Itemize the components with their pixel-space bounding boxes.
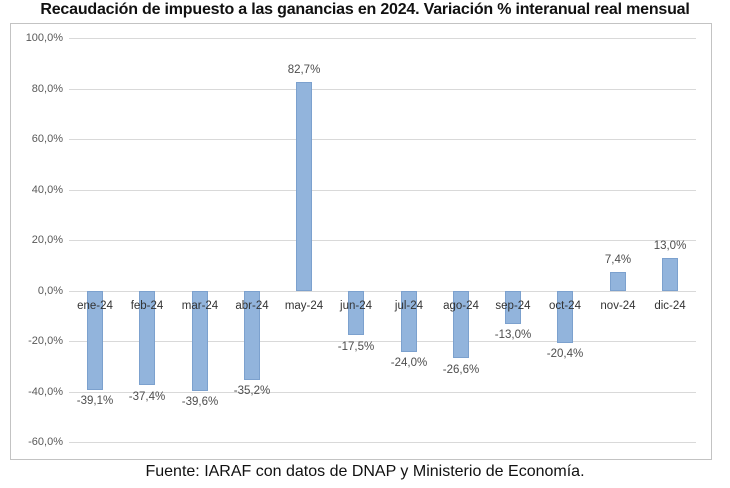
- y-axis-tick-label: -20,0%: [28, 335, 63, 347]
- x-axis-category-label: dic-24: [654, 300, 686, 312]
- bar-dic-24: [662, 258, 678, 291]
- source-caption: Fuente: IARAF con datos de DNAP y Minist…: [145, 463, 585, 480]
- bar-jun-24: [348, 291, 364, 335]
- bar-ene-24: [87, 291, 103, 390]
- bar-may-24: [296, 82, 312, 291]
- x-axis-category-label: ene-24: [77, 300, 113, 312]
- bar-mar-24: [192, 291, 208, 391]
- x-axis-category-label: nov-24: [600, 300, 636, 312]
- x-axis-category-label: feb-24: [130, 300, 164, 312]
- bar-oct-24: [557, 291, 573, 343]
- bar-abr-24: [244, 291, 260, 380]
- gridline: [69, 240, 696, 241]
- y-axis-tick-label: 0,0%: [37, 285, 63, 297]
- data-label-jul-24: -24,0%: [390, 357, 428, 369]
- gridline: [69, 89, 696, 90]
- x-axis-category-label: jun-24: [340, 300, 372, 312]
- bar-jul-24: [401, 291, 417, 352]
- x-axis-category-label: may-24: [284, 300, 324, 312]
- chart-title: Recaudación de impuesto a las ganancias …: [40, 1, 690, 18]
- data-label-feb-24: -37,4%: [128, 391, 166, 403]
- y-axis-tick-label: -40,0%: [28, 386, 63, 398]
- gridline: [69, 392, 696, 393]
- bar-nov-24: [610, 272, 626, 291]
- gridline: [69, 38, 696, 39]
- gridline: [69, 139, 696, 140]
- gridline: [69, 291, 696, 292]
- data-label-ene-24: -39,1%: [76, 395, 114, 407]
- x-axis-category-label: sep-24: [495, 300, 531, 312]
- bar-feb-24: [139, 291, 155, 385]
- y-axis-tick-label: -60,0%: [28, 436, 63, 448]
- data-label-abr-24: -35,2%: [233, 385, 271, 397]
- gridline: [69, 442, 696, 443]
- x-axis-category-label: ago-24: [443, 300, 479, 312]
- data-label-sep-24: -13,0%: [494, 329, 532, 341]
- x-axis-category-label: mar-24: [181, 300, 219, 312]
- data-label-dic-24: 13,0%: [653, 240, 687, 252]
- bar-ago-24: [453, 291, 469, 358]
- data-label-jun-24: -17,5%: [337, 341, 375, 353]
- data-label-nov-24: 7,4%: [604, 254, 632, 266]
- chart-box: ene-24 -39,1% feb-24 -37,4% mar-24 -39,6% abr-…: [10, 23, 712, 460]
- gridline: [69, 341, 696, 342]
- data-label-oct-24: -20,4%: [546, 348, 584, 360]
- y-axis-tick-label: 60,0%: [31, 133, 63, 145]
- data-label-mar-24: -39,6%: [181, 396, 219, 408]
- x-axis-category-label: oct-24: [549, 300, 581, 312]
- y-axis-tick-label: 100,0%: [25, 32, 63, 44]
- data-label-may-24: 82,7%: [287, 64, 321, 76]
- plot-area: ene-24 -39,1% feb-24 -37,4% mar-24 -39,6% abr-…: [69, 38, 696, 443]
- x-axis-category-label: jul-24: [394, 300, 424, 312]
- y-axis-tick-label: 80,0%: [31, 83, 63, 95]
- bar-sep-24: [505, 291, 521, 324]
- y-axis-tick-label: 40,0%: [31, 184, 63, 196]
- x-axis-category-label: abr-24: [235, 300, 269, 312]
- data-label-ago-24: -26,6%: [442, 364, 480, 376]
- gridline: [69, 190, 696, 191]
- y-axis-tick-label: 20,0%: [31, 234, 63, 246]
